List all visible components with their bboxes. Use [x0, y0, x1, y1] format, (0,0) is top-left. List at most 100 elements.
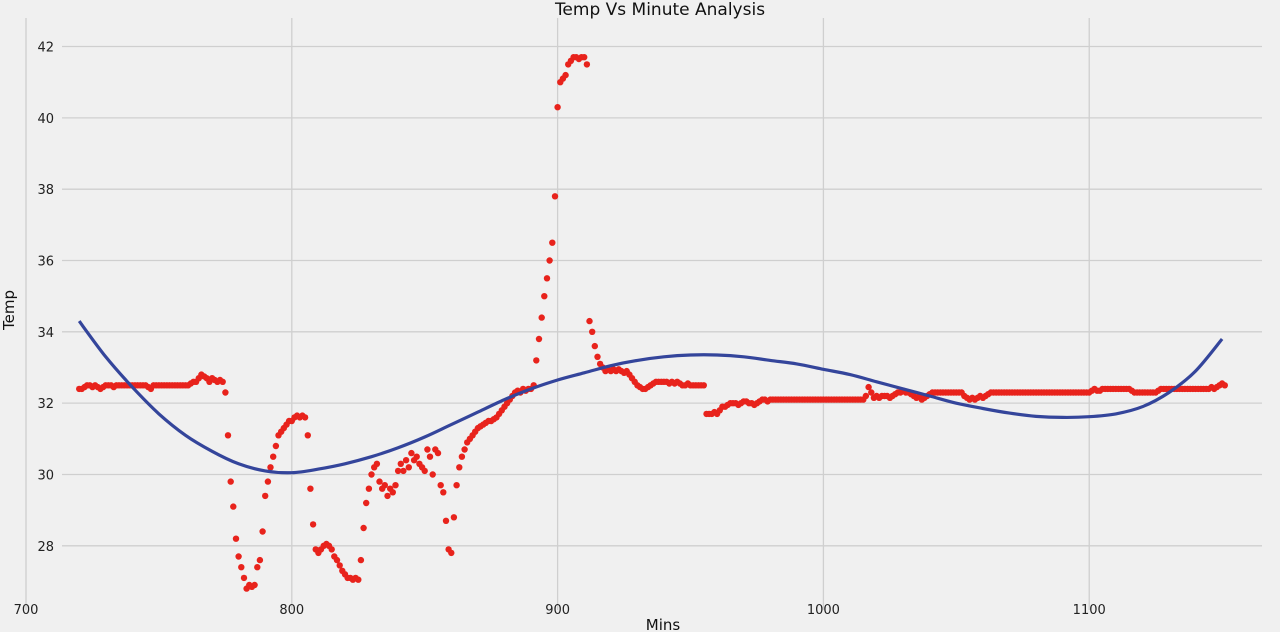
data-point [562, 71, 569, 79]
data-point [554, 104, 561, 111]
x-tick-label: 1000 [807, 603, 840, 618]
data-point [376, 478, 383, 485]
x-axis-label: Mins [646, 616, 681, 632]
data-point [581, 54, 588, 61]
data-point [328, 546, 335, 553]
data-point [355, 576, 362, 583]
data-point [360, 524, 367, 532]
data-point [307, 485, 314, 492]
data-point [392, 482, 399, 489]
data-point [238, 564, 245, 571]
data-point [456, 464, 463, 471]
data-point [424, 446, 431, 453]
data-point [589, 328, 596, 335]
data-point [450, 514, 458, 521]
data-point [591, 342, 598, 350]
data-point [594, 353, 601, 360]
data-point [543, 275, 551, 282]
data-point [251, 581, 258, 589]
data-point [373, 460, 381, 467]
data-point [402, 457, 410, 464]
data-point [267, 464, 274, 471]
data-point [426, 453, 434, 460]
data-point [230, 503, 237, 510]
data-point [235, 553, 242, 560]
data-point [336, 562, 343, 569]
data-point [254, 564, 261, 571]
data-point [865, 383, 872, 391]
data-point [381, 482, 388, 489]
data-point [535, 335, 543, 343]
data-point [429, 471, 436, 478]
y-tick-label: 30 [37, 468, 54, 483]
y-tick-label: 28 [37, 540, 54, 555]
y-tick-label: 38 [37, 183, 54, 198]
data-point [868, 389, 875, 396]
data-point [304, 432, 311, 439]
data-point [442, 517, 450, 524]
data-point [240, 574, 248, 582]
data-point [1221, 382, 1229, 389]
data-point [256, 556, 264, 564]
x-tick-label: 1100 [1073, 603, 1106, 618]
grid [25, 18, 1262, 610]
x-tick-label: 900 [545, 603, 570, 618]
plot-background [26, 18, 1262, 610]
x-tick-label: 700 [14, 603, 39, 618]
data-point [384, 492, 391, 500]
data-point [434, 449, 442, 457]
data-point [421, 467, 428, 475]
data-point [368, 471, 375, 478]
data-point [219, 378, 226, 385]
fit-line [77, 320, 1224, 475]
y-tick-label: 34 [37, 326, 54, 341]
chart-title: Temp Vs Minute Analysis [554, 0, 765, 20]
data-point [309, 521, 317, 528]
data-point [549, 239, 556, 246]
data-point [583, 61, 591, 68]
data-point [224, 432, 232, 439]
y-tick-label: 40 [37, 112, 54, 127]
data-point [400, 467, 407, 475]
data-point [365, 485, 373, 492]
data-point [538, 314, 545, 321]
y-tick-label: 36 [37, 255, 54, 270]
data-point [272, 442, 280, 450]
y-tick-label: 32 [37, 397, 54, 412]
data-point [458, 453, 466, 460]
data-point [357, 556, 365, 564]
data-point [700, 382, 707, 389]
data-point [222, 389, 229, 396]
data-point [862, 392, 870, 400]
data-point [333, 556, 341, 564]
x-tick-label: 800 [279, 603, 304, 618]
data-point [270, 453, 277, 460]
data-point [437, 482, 444, 489]
data-point [389, 489, 396, 496]
data-point [546, 257, 553, 264]
scatter-points [76, 54, 1229, 592]
data-point [586, 317, 593, 325]
data-point [533, 357, 540, 364]
y-tick-label: 42 [37, 41, 54, 56]
data-point [394, 467, 402, 475]
data-point [232, 535, 240, 542]
x-tick-labels: 700 800 900 1000 1100 [14, 603, 1106, 618]
data-point [363, 499, 370, 507]
data-point [397, 460, 404, 467]
data-point [259, 528, 266, 535]
data-point [405, 464, 412, 471]
data-point [262, 492, 269, 500]
data-point [461, 446, 468, 453]
data-point [264, 478, 272, 485]
data-point [453, 482, 460, 489]
data-point [413, 453, 420, 460]
data-point [440, 489, 447, 496]
data-point [301, 414, 309, 421]
data-point [541, 293, 548, 300]
y-tick-labels: 28 30 32 34 36 38 40 42 [37, 41, 54, 555]
data-point [227, 478, 234, 485]
data-point [448, 549, 455, 557]
